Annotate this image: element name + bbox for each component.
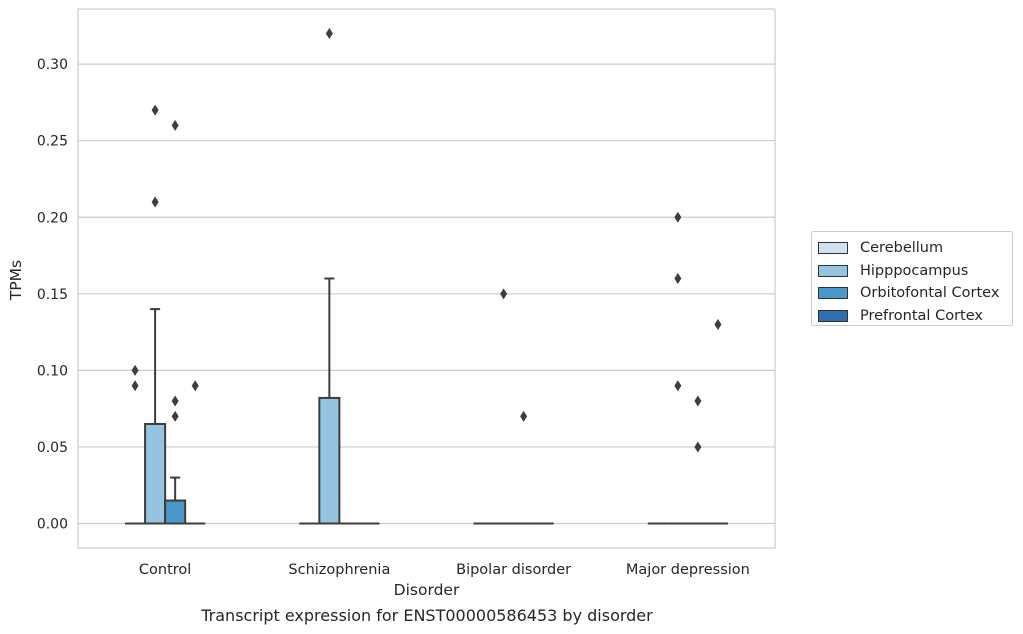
x-tick-label: Major depression [626,562,750,578]
chart-caption: Transcript expression for ENST0000058645… [201,606,653,625]
outlier-point [694,395,702,407]
legend-swatch [818,309,848,322]
legend-label: Prefrontal Cortex [860,307,983,324]
outlier-point [131,364,139,376]
y-tick-label: 0.20 [37,210,68,226]
outlier-point [520,410,528,422]
x-tick-labels: Control Schizophrenia Bipolar disorder Majo… [139,562,750,578]
outlier-point [694,441,702,453]
outlier-point [171,395,179,407]
legend-label: Hipppocampus [860,262,969,279]
box [164,499,187,525]
box-plots [125,28,728,525]
y-tick-labels: 0.00 0.05 0.10 0.15 0.20 0.25 0.30 [37,57,68,532]
outlier-point [151,104,159,116]
legend-swatch [818,287,848,300]
x-tick-label: Control [139,562,191,578]
outlier-point [674,273,682,284]
plot-area [77,8,776,549]
legend-label: Cerebellum [860,240,944,257]
outlier-point [325,28,333,39]
y-tick-label: 0.00 [37,517,68,533]
x-axis-label: Disorder [394,581,460,599]
legend-item: Orbitofontal Cortex [818,282,1012,305]
legend-item: Prefrontal Cortex [818,305,1012,328]
legend-swatch [818,264,848,277]
outlier-point [674,211,682,223]
legend-label: Orbitofontal Cortex [860,285,1000,302]
y-tick-label: 0.25 [37,134,68,150]
outlier-point [714,318,722,330]
x-tick-label: Bipolar disorder [456,562,571,578]
outlier-point [171,410,179,422]
y-tick-label: 0.10 [37,363,68,379]
legend-item: Cerebellum [818,237,1012,260]
x-tick-label: Schizophrenia [288,562,390,578]
box [318,396,341,525]
legend: Cerebellum Hipppocampus Orbitofontal Corte… [811,231,1013,326]
outlier-point [171,119,179,131]
outlier-point [131,380,139,392]
y-axis-label: TPMs [7,260,25,301]
legend-swatch [818,242,848,255]
outlier-point [191,380,199,392]
legend-item: Hipppocampus [818,260,1012,283]
box [144,422,167,525]
outlier-point [151,196,159,208]
y-tick-label: 0.15 [37,287,68,303]
y-tick-label: 0.05 [37,440,68,456]
outlier-point [500,288,508,300]
y-tick-label: 0.30 [37,57,68,73]
outlier-point [674,380,682,392]
